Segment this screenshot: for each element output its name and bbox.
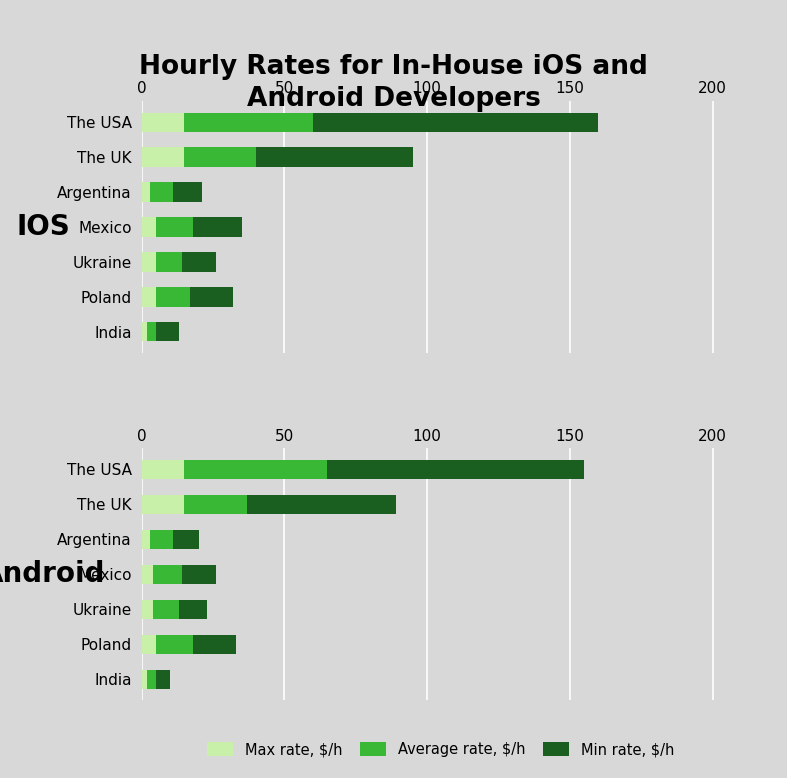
Bar [142, 148, 184, 166]
Bar [173, 182, 201, 202]
Bar [184, 148, 256, 166]
Bar [313, 113, 598, 131]
Bar [142, 217, 156, 237]
Bar [184, 460, 327, 479]
Bar [193, 635, 236, 654]
Bar [142, 182, 150, 202]
Bar [156, 635, 193, 654]
Bar [142, 670, 147, 689]
Bar [173, 530, 199, 549]
Text: Android: Android [0, 560, 105, 588]
Bar [184, 113, 313, 131]
Bar [153, 600, 179, 619]
Bar [142, 530, 150, 549]
Bar [184, 495, 247, 514]
Bar [182, 252, 216, 272]
Bar [179, 600, 207, 619]
Bar [193, 217, 242, 237]
Bar [142, 252, 156, 272]
Bar [147, 670, 156, 689]
Bar [142, 287, 156, 307]
Bar [150, 530, 173, 549]
Legend: Max rate, $/h, Average rate, $/h, Min rate, $/h: Max rate, $/h, Average rate, $/h, Min ra… [201, 736, 680, 763]
Bar [142, 460, 184, 479]
Bar [182, 565, 216, 584]
Bar [327, 460, 584, 479]
Bar [156, 322, 179, 342]
Bar [156, 252, 182, 272]
Text: IOS: IOS [17, 213, 70, 241]
Text: Hourly Rates for In-House iOS and
Android Developers: Hourly Rates for In-House iOS and Androi… [139, 54, 648, 113]
Bar [142, 322, 147, 342]
Bar [142, 113, 184, 131]
Bar [156, 217, 193, 237]
Bar [147, 322, 156, 342]
Bar [142, 635, 156, 654]
Bar [142, 565, 153, 584]
Bar [190, 287, 233, 307]
Bar [156, 670, 170, 689]
Bar [150, 182, 173, 202]
Bar [142, 600, 153, 619]
Bar [142, 495, 184, 514]
Bar [153, 565, 182, 584]
Bar [247, 495, 396, 514]
Bar [156, 287, 190, 307]
Bar [256, 148, 413, 166]
